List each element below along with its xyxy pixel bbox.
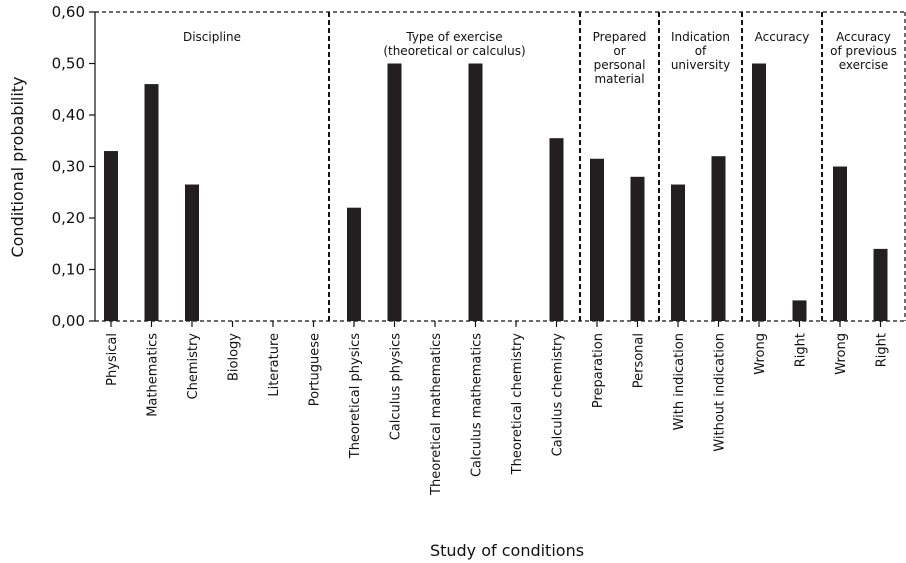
x-tick-label: With indication [672,333,687,430]
bar [792,300,807,321]
bar [104,151,118,321]
x-tick-label: Biology [227,333,242,381]
x-tick-label: Right [875,333,890,367]
bar [590,158,604,321]
y-tick-label: 0,60 [52,3,85,21]
bar [630,176,645,321]
x-tick-label: Wrong [834,333,849,375]
x-tick-label: Theoretical physics [348,333,363,459]
x-tick-label: Calculus physics [389,333,404,441]
x-tick-label: Personal [632,333,647,388]
x-axis-title: Study of conditions [430,541,584,560]
x-tick-label: Wrong [753,333,768,375]
bar [752,63,766,321]
y-tick-label: 0,00 [52,312,85,330]
x-tick-label: Mathematics [146,333,161,417]
bar [387,63,402,321]
x-tick-label: Calculus chemistry [551,333,566,457]
bar [833,166,847,321]
group-label: Accuracy [755,30,810,44]
x-tick-label: Without indication [713,333,728,452]
group-label: Discipline [183,30,241,44]
bar [549,138,564,321]
x-tick-label: Portuguese [308,333,323,406]
y-tick-label: 0,30 [52,158,85,176]
x-tick-label: Theoretical mathematics [429,333,444,496]
group-label: Type of exercise (theoretical or calculus… [383,30,525,58]
x-tick-label: Right [794,333,809,367]
group-label: Prepared or personal material [593,30,647,86]
y-axis-title: Conditional probability [8,76,27,257]
bar [671,184,685,321]
bar [347,207,361,321]
x-tick-label: Chemistry [186,333,201,400]
y-tick-label: 0,20 [52,209,85,227]
bar [873,248,888,321]
x-tick-label: Preparation [591,333,606,408]
bar [185,184,199,321]
x-tick-label: Calculus mathematics [470,333,485,477]
y-tick-label: 0,40 [52,106,85,124]
group-label: Indication of university [671,30,730,72]
x-tick-label: Theoretical chemistry [510,333,525,476]
bar [711,156,726,321]
x-tick-label: Literature [267,333,282,397]
y-tick-label: 0,10 [52,261,85,279]
x-tick-label: Physical [105,333,120,386]
bar [468,63,483,321]
bar [144,84,159,321]
y-tick-label: 0,50 [52,55,85,73]
group-label: Accuracy of previous exercise [830,30,897,72]
